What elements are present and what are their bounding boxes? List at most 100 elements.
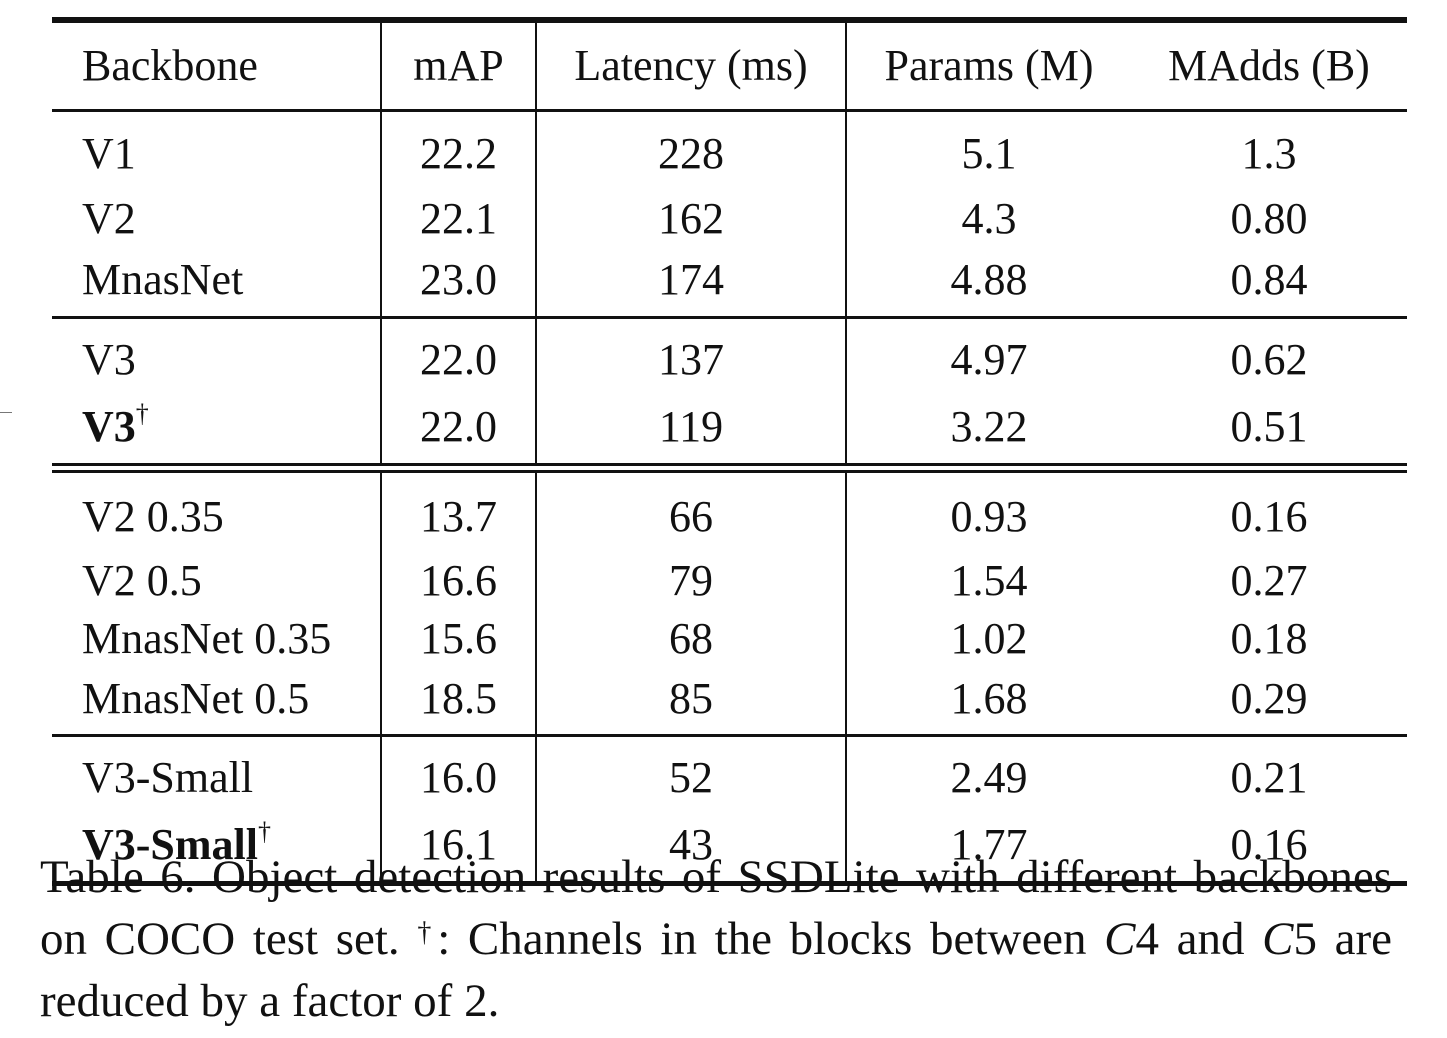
cell-latency: 228 [536, 110, 847, 190]
cell-latency: 43 [536, 812, 847, 883]
cell-latency: 79 [536, 552, 847, 610]
cell-params: 4.97 [950, 334, 1028, 384]
backbone-name: MnasNet 0.35 [82, 613, 332, 663]
cell-map: 13.7 [381, 467, 537, 553]
backbone-name: V2 0.35 [82, 491, 224, 541]
table-group-4: V3-Small 16.0 52 2.49 0.21 V3-Small† 16.1 43 1.7… [52, 735, 1407, 883]
cell-madds: 0.80 [1230, 193, 1308, 243]
header-row: Backbone mAP Latency (ms) Params (M) MAd… [52, 20, 1407, 111]
cell-map: 22.0 [381, 394, 537, 468]
cell-backbone: V2 0.5 [52, 552, 382, 610]
cell-params: 4.88 [950, 254, 1028, 304]
cell-params: 1.68 [950, 673, 1028, 723]
table-group-3: V2 0.35 13.7 66 0.93 0.16 V2 0.5 16.6 79 1.54 0.2… [52, 467, 1407, 735]
cell-params: 1.02 [950, 613, 1028, 663]
cell-backbone: MnasNet [52, 247, 382, 317]
cell-backbone: V2 [52, 190, 382, 248]
cell-map: 23.0 [381, 247, 537, 317]
caption-dagger: † [417, 917, 438, 948]
cell-madds: 0.18 [1230, 613, 1308, 663]
results-table: Backbone mAP Latency (ms) Params (M) MAd… [52, 17, 1407, 886]
cell-latency: 68 [536, 610, 847, 668]
cell-map: 22.2 [381, 110, 537, 190]
table-row: V3 22.0 137 4.97 0.62 [52, 317, 1407, 395]
table-header: Backbone mAP Latency (ms) Params (M) MAd… [52, 20, 1407, 111]
dagger-mark: † [258, 816, 271, 846]
header-map: mAP [381, 20, 537, 111]
cell-madds: 0.27 [1230, 556, 1308, 606]
table-row: MnasNet 0.35 15.6 68 1.02 0.18 [52, 610, 1407, 668]
backbone-name: V2 [82, 193, 136, 243]
cell-madds: 1.3 [1241, 129, 1297, 178]
cell-backbone: V3-Small [52, 735, 382, 813]
cell-backbone: MnasNet 0.5 [52, 667, 382, 735]
backbone-name: MnasNet 0.5 [82, 673, 310, 723]
cell-backbone: V3 [52, 317, 382, 395]
cell-latency: 66 [536, 467, 847, 553]
table-group-2: V3 22.0 137 4.97 0.62 V3† 22.0 119 3.22 0.51 [52, 317, 1407, 468]
cell-params: 0.93 [950, 491, 1028, 541]
cell-madds: 0.21 [1230, 752, 1308, 802]
cell-madds: 0.62 [1230, 334, 1308, 384]
cell-map: 16.6 [381, 552, 537, 610]
caption-part1: Table 6. Object detection results of SSD… [40, 851, 1392, 965]
cell-latency: 52 [536, 735, 847, 813]
table-row: V2 0.5 16.6 79 1.54 0.27 [52, 552, 1407, 610]
cell-params: 2.49 [950, 752, 1028, 802]
header-latency: Latency (ms) [536, 20, 847, 111]
cell-map: 16.0 [381, 735, 537, 813]
cell-backbone: V1 [52, 110, 382, 190]
cell-backbone: V3† [52, 394, 382, 468]
table-row: MnasNet 0.5 18.5 85 1.68 0.29 [52, 667, 1407, 735]
table-group-1: V1 22.2 228 5.1 1.3 V2 22.1 162 4.3 0.80 MnasNet 23… [52, 110, 1407, 317]
cell-params: 1.77 [950, 819, 1028, 869]
backbone-name: V3-Small [82, 819, 258, 869]
backbone-name: V2 0.5 [82, 556, 202, 606]
cell-params: 5.1 [961, 129, 1017, 178]
caption-c5-letter: C [1262, 913, 1294, 965]
cell-madds: 0.84 [1230, 254, 1308, 304]
table-row: V1 22.2 228 5.1 1.3 [52, 110, 1407, 190]
cell-params: 1.54 [950, 556, 1028, 606]
cell-madds: 0.51 [1230, 401, 1308, 451]
margin-tick [0, 412, 12, 413]
results-table-container: Backbone mAP Latency (ms) Params (M) MAd… [52, 17, 1407, 886]
cell-map: 22.1 [381, 190, 537, 248]
cell-madds: 0.29 [1230, 673, 1308, 723]
table-row: V3-Small† 16.1 43 1.77 0.16 [52, 812, 1407, 883]
backbone-name: MnasNet [82, 254, 244, 304]
cell-latency: 137 [536, 317, 847, 395]
caption-part3: and [1159, 913, 1263, 965]
caption-c5-num: 5 [1293, 913, 1318, 965]
caption-c4-letter: C [1104, 913, 1136, 965]
caption-part4: are reduced by a factor of 2. [40, 913, 1392, 1027]
table-row: V2 22.1 162 4.3 0.80 [52, 190, 1407, 248]
cell-latency: 162 [536, 190, 847, 248]
header-params: Params (M) [884, 41, 1094, 90]
cell-backbone: V3-Small† [52, 812, 382, 883]
backbone-name: V3 [82, 401, 136, 451]
backbone-name: V3-Small [82, 752, 254, 802]
cell-map: 22.0 [381, 317, 537, 395]
caption-c4-num: 4 [1135, 913, 1160, 965]
cell-latency: 174 [536, 247, 847, 317]
table-row: MnasNet 23.0 174 4.88 0.84 [52, 247, 1407, 317]
cell-backbone: V2 0.35 [52, 467, 382, 553]
caption-part2: : Channels in the blocks between [437, 913, 1105, 965]
cell-params: 3.22 [950, 401, 1028, 451]
table-row: V3-Small 16.0 52 2.49 0.21 [52, 735, 1407, 813]
cell-latency: 85 [536, 667, 847, 735]
cell-params: 4.3 [961, 193, 1017, 243]
dagger-mark: † [135, 398, 149, 428]
table-row: V2 0.35 13.7 66 0.93 0.16 [52, 467, 1407, 553]
cell-madds: 0.16 [1230, 491, 1308, 541]
cell-map: 18.5 [381, 667, 537, 735]
header-madds: MAdds (B) [1168, 41, 1370, 90]
cell-backbone: MnasNet 0.35 [52, 610, 382, 668]
cell-map: 16.1 [381, 812, 537, 883]
cell-latency: 119 [536, 394, 847, 468]
header-backbone: Backbone [52, 20, 382, 111]
backbone-name: V3 [82, 334, 136, 384]
cell-madds: 0.16 [1230, 819, 1308, 869]
cell-map: 15.6 [381, 610, 537, 668]
